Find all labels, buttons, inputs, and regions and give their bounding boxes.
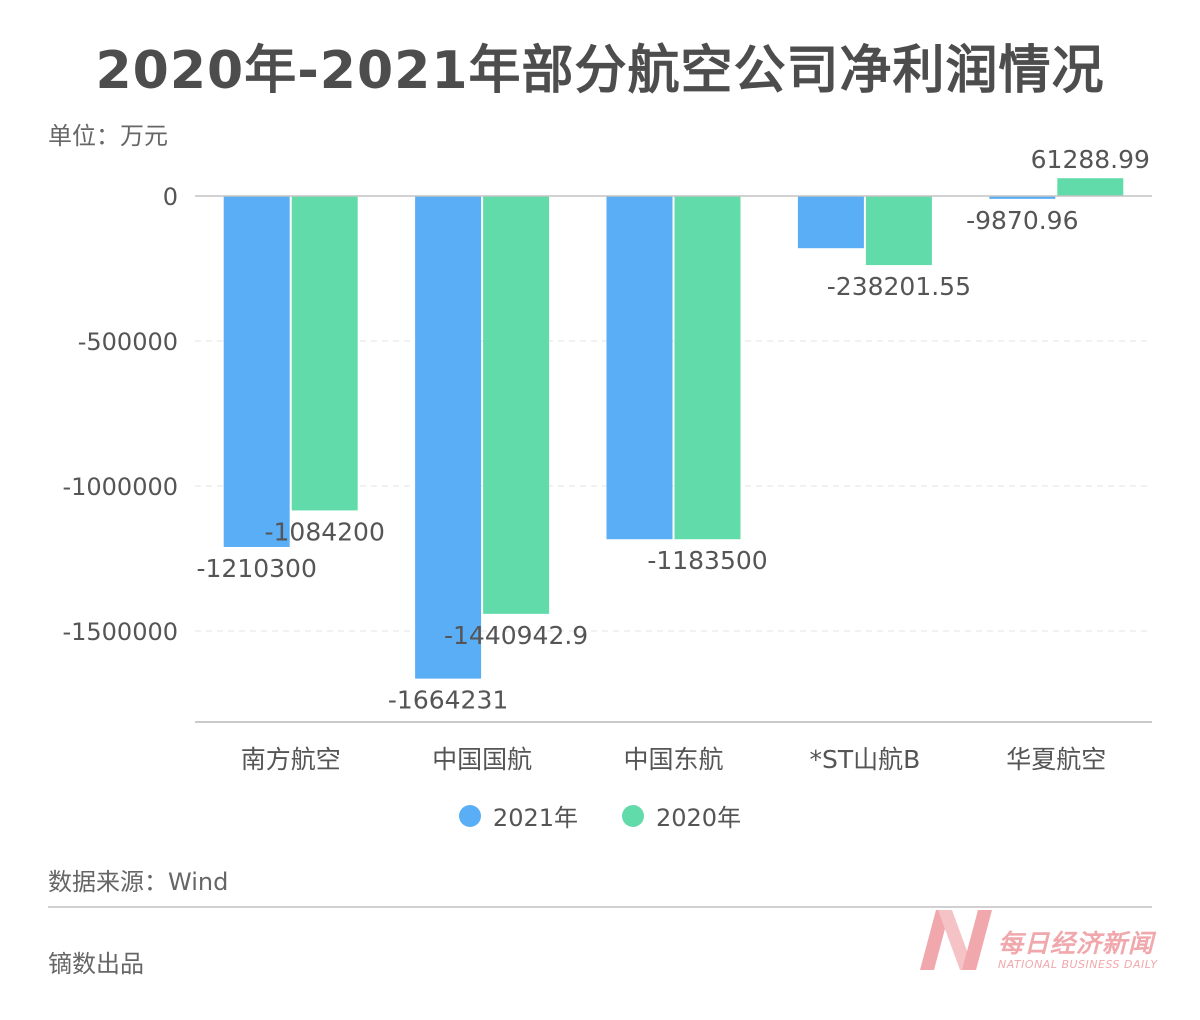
x-tick-label: 中国东航 bbox=[623, 745, 723, 774]
bar-2021 bbox=[797, 196, 864, 249]
x-tick-label: 华夏航空 bbox=[1006, 745, 1106, 774]
bar-2020 bbox=[291, 196, 358, 511]
legend-label-2021: 2021年 bbox=[492, 804, 578, 832]
bar-2020 bbox=[1057, 178, 1124, 196]
y-tick-label: -500000 bbox=[78, 328, 178, 356]
data-source: 数据来源：Wind bbox=[48, 868, 229, 896]
y-tick-label: -1500000 bbox=[62, 618, 178, 646]
bar-chart: 0 -500000 -1000000 -1500000 南方航空 -1210300 -108… bbox=[62, 145, 1152, 774]
legend-label-2020: 2020年 bbox=[656, 804, 742, 832]
x-tick-label: 南方航空 bbox=[241, 745, 341, 774]
data-label: -238201.55 bbox=[827, 272, 971, 301]
nbd-logo-mark-icon bbox=[920, 910, 992, 970]
bar-2021 bbox=[223, 196, 290, 547]
bar-2021 bbox=[606, 196, 673, 540]
bar-2020 bbox=[483, 196, 550, 614]
x-tick-label: *ST山航B bbox=[810, 745, 921, 774]
legend-marker-2021 bbox=[458, 804, 481, 827]
data-label: -1664231 bbox=[388, 686, 508, 715]
data-label: -9870.96 bbox=[966, 206, 1078, 235]
unit-label: 单位：万元 bbox=[48, 122, 168, 150]
legend-marker-2020 bbox=[622, 804, 644, 827]
legend-item-2021: 2021年 bbox=[458, 798, 578, 833]
data-label: -1084200 bbox=[265, 517, 385, 546]
bar-2020 bbox=[865, 196, 932, 266]
data-label: -1440942.9 bbox=[444, 621, 588, 650]
legend: 2021年 2020年 bbox=[0, 798, 1200, 833]
producer-credit: 镝数出品 bbox=[48, 950, 144, 978]
logo-text-en: NATIONAL BUSINESS DAILY bbox=[998, 958, 1158, 971]
bar-2021 bbox=[989, 196, 1056, 199]
bar-2020 bbox=[674, 196, 741, 540]
legend-item-2020: 2020年 bbox=[622, 798, 741, 833]
bar-2021 bbox=[415, 196, 482, 679]
x-tick-label: 中国国航 bbox=[432, 745, 532, 774]
chart-title: 2020年-2021年部分航空公司净利润情况 bbox=[95, 41, 1105, 101]
y-tick-label: -1000000 bbox=[62, 473, 178, 501]
data-label: 61288.99 bbox=[1031, 145, 1150, 174]
y-tick-label: 0 bbox=[163, 183, 178, 211]
data-label: -1210300 bbox=[197, 554, 317, 583]
nbd-logo: 每日经济新闻 NATIONAL BUSINESS DAILY bbox=[918, 906, 1168, 976]
logo-text-cn: 每日经济新闻 bbox=[998, 929, 1155, 958]
footer-divider bbox=[48, 906, 1152, 908]
data-label: -1183500 bbox=[647, 546, 767, 575]
